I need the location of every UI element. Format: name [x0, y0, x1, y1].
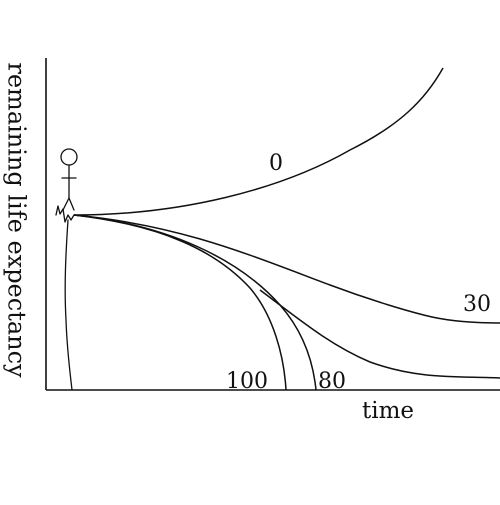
x-axis-title: time [362, 398, 415, 424]
curve-100 [73, 214, 287, 391]
stick-figure-icon [55, 148, 78, 391]
curve-80 [73, 214, 317, 391]
curve-0 [73, 67, 444, 216]
curve-label-30: 30 [463, 292, 491, 317]
curve-label-100: 100 [226, 369, 268, 394]
curve-label-0: 0 [269, 151, 283, 176]
curve-30 [73, 214, 500, 324]
curve-label-80: 80 [318, 369, 346, 394]
y-axis-title-wrap: remaining life expectancy [2, 60, 32, 380]
curve-80-tail [259, 289, 500, 379]
y-axis-title: remaining life expectancy [3, 62, 32, 378]
